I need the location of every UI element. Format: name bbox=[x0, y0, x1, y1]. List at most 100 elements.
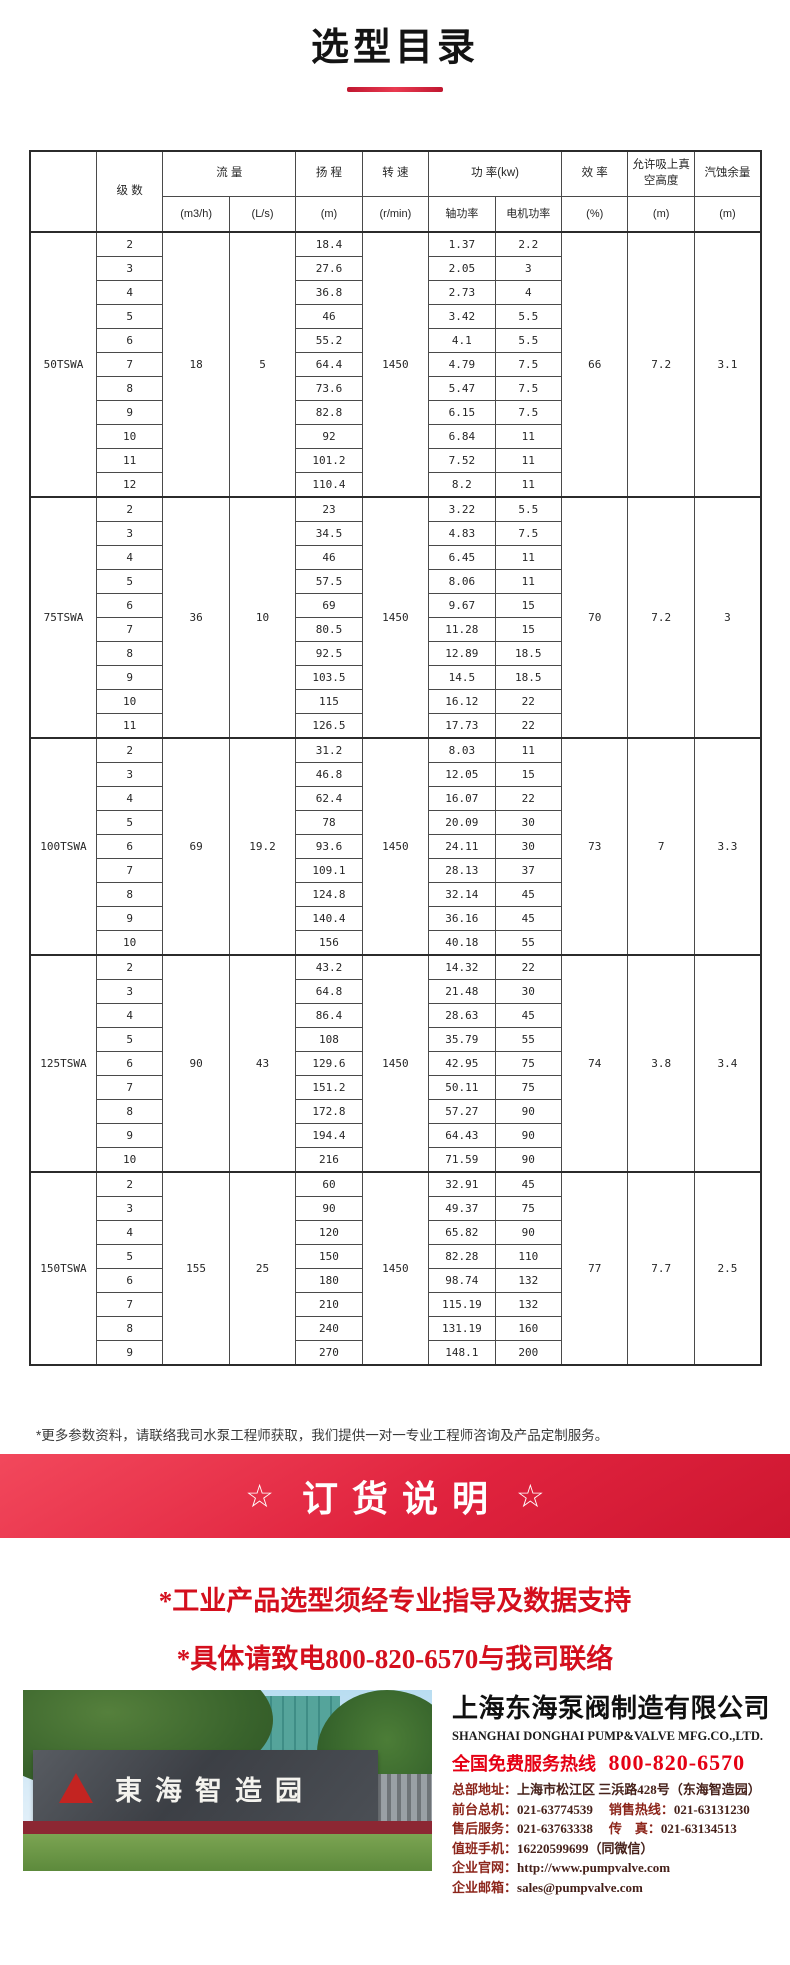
stage-cell: 2 bbox=[95, 954, 164, 980]
motor-power-cell: 45 bbox=[494, 1171, 563, 1197]
head-cell: 109.1 bbox=[295, 858, 363, 883]
param-note: *更多参数资料，请联络我司水泵工程师获取，我们提供一对一专业工程师咨询及产品定制… bbox=[36, 1428, 609, 1443]
head-cell: 126.5 bbox=[295, 713, 363, 739]
table-row: 11 126.5 17.73 22 bbox=[30, 713, 761, 739]
stage-cell: 3 bbox=[95, 979, 164, 1004]
head-cell: 64.8 bbox=[295, 979, 363, 1004]
shaft-power-cell: 98.74 bbox=[428, 1268, 496, 1293]
stage-cell: 7 bbox=[95, 858, 164, 883]
contact-label: 传 真： bbox=[608, 1821, 661, 1836]
table-row: 5 150 82.28 110 bbox=[30, 1244, 761, 1269]
head-cell: 124.8 bbox=[295, 882, 363, 907]
contact-value: http://www.pumpvalve.com bbox=[517, 1860, 671, 1875]
contact-value: 021-63131230 bbox=[673, 1801, 750, 1817]
head-cell: 36.8 bbox=[295, 280, 363, 305]
head-cell: 93.6 bbox=[295, 834, 363, 859]
stage-header: 级 数 bbox=[95, 150, 164, 233]
shaft-power-cell: 1.37 bbox=[428, 231, 496, 257]
shaft-power-cell: 65.82 bbox=[428, 1220, 496, 1245]
head-header: 扬 程 bbox=[295, 150, 363, 197]
shaft-power-cell: 16.12 bbox=[428, 689, 496, 714]
order-banner: ☆ 订货说明 ☆ bbox=[0, 1454, 790, 1538]
motor-power-cell: 75 bbox=[494, 1075, 563, 1100]
head-cell: 73.6 bbox=[295, 376, 363, 401]
head-cell: 180 bbox=[295, 1268, 363, 1293]
shaft-power-cell: 148.1 bbox=[428, 1340, 496, 1366]
contact-label: 企业官网： bbox=[452, 1860, 518, 1875]
table-row: 12 110.4 8.2 11 bbox=[30, 472, 761, 498]
factory-photo: 東海智造园 bbox=[23, 1690, 432, 1871]
motor-power-cell: 30 bbox=[494, 810, 563, 835]
table-row: 7 210 115.19 132 bbox=[30, 1292, 761, 1317]
motor-power-cell: 7.5 bbox=[494, 376, 563, 401]
contact-label: 售后服务： bbox=[452, 1821, 518, 1836]
flow-ls-cell: 10 bbox=[228, 496, 297, 739]
flow-ls-unit: (L/s) bbox=[228, 196, 297, 233]
stage-cell: 4 bbox=[95, 1220, 164, 1245]
model-cell: 75TSWA bbox=[29, 496, 97, 739]
motor-power-cell: 22 bbox=[494, 689, 563, 714]
notice-line: *工业产品选型须经专业指导及数据支持 bbox=[158, 1586, 632, 1616]
contact-line: 前台总机：021-63774539 销售热线：021-63131230 bbox=[452, 1800, 784, 1820]
stage-cell: 8 bbox=[95, 1099, 164, 1124]
stage-cell: 2 bbox=[95, 496, 164, 522]
head-cell: 120 bbox=[295, 1220, 363, 1245]
head-cell: 90 bbox=[295, 1196, 363, 1221]
stage-cell: 10 bbox=[95, 424, 164, 449]
npsh-unit: (m) bbox=[693, 196, 762, 233]
flow-header: 流 量 bbox=[162, 150, 297, 197]
motor-power-cell: 90 bbox=[494, 1123, 563, 1148]
shaft-power-cell: 3.42 bbox=[428, 304, 496, 329]
stage-cell: 4 bbox=[95, 786, 164, 811]
npsh-cell: 3 bbox=[693, 496, 762, 739]
shaft-power-cell: 4.1 bbox=[428, 328, 496, 353]
stage-cell: 7 bbox=[95, 1292, 164, 1317]
table-row: 5 57.5 8.06 11 bbox=[30, 569, 761, 594]
motor-power-cell: 55 bbox=[494, 1027, 563, 1052]
company-name-en: SHANGHAI DONGHAI PUMP&VALVE MFG.CO.,LTD. bbox=[452, 1729, 764, 1743]
head-cell: 46.8 bbox=[295, 762, 363, 787]
contact-value: 上海市松江区 三浜路428号（东海智造园） bbox=[517, 1782, 761, 1797]
shaft-power-cell: 17.73 bbox=[428, 713, 496, 739]
shaft-power-cell: 64.43 bbox=[428, 1123, 496, 1148]
table-row: 10 156 40.18 55 bbox=[30, 930, 761, 956]
contact-label: 企业邮箱： bbox=[452, 1879, 518, 1895]
stage-cell: 5 bbox=[95, 810, 164, 835]
contact-label: 销售热线： bbox=[608, 1801, 674, 1817]
head-cell: 156 bbox=[295, 930, 363, 956]
table-row: 8 124.8 32.14 45 bbox=[30, 882, 761, 907]
head-cell: 150 bbox=[295, 1244, 363, 1269]
head-cell: 43.2 bbox=[295, 954, 363, 980]
motor-power-cell: 7.5 bbox=[494, 400, 563, 425]
motor-power-cell: 11 bbox=[494, 737, 563, 763]
motor-power-cell: 90 bbox=[494, 1220, 563, 1245]
hotline-label: 全国免费服务热线 bbox=[452, 1754, 596, 1774]
table-row: 7 80.5 11.28 15 bbox=[30, 617, 761, 642]
shaft-power-cell: 4.79 bbox=[428, 352, 496, 377]
stage-cell: 8 bbox=[95, 376, 164, 401]
head-cell: 78 bbox=[295, 810, 363, 835]
shaft-power-cell: 8.06 bbox=[428, 569, 496, 594]
flow-ls-cell: 19.2 bbox=[228, 737, 297, 956]
shaft-power-cell: 3.22 bbox=[428, 496, 496, 522]
motor-power-cell: 18.5 bbox=[494, 641, 563, 666]
stage-cell: 5 bbox=[95, 1027, 164, 1052]
stage-cell: 7 bbox=[95, 352, 164, 377]
shaft-power-cell: 36.16 bbox=[428, 906, 496, 931]
head-cell: 101.2 bbox=[295, 448, 363, 473]
head-cell: 216 bbox=[295, 1147, 363, 1173]
speed-cell: 1450 bbox=[361, 1171, 430, 1366]
table-row: 75TSWA 2 36 10 23 1450 3.22 5.5 70 7.2 3 bbox=[29, 496, 762, 739]
head-cell: 92.5 bbox=[295, 641, 363, 666]
star-icon: ☆ bbox=[245, 1478, 274, 1514]
motor-power-cell: 5.5 bbox=[494, 304, 563, 329]
stage-cell: 9 bbox=[95, 906, 164, 931]
selection-table: 级 数 流 量 扬 程 转 速 功 率(kw) 效 率 允许吸上真空高度 汽蚀余… bbox=[29, 150, 762, 1366]
efficiency-cell: 77 bbox=[560, 1171, 629, 1366]
header-row-1: 级 数 流 量 扬 程 转 速 功 率(kw) 效 率 允许吸上真空高度 汽蚀余… bbox=[29, 150, 762, 233]
shaft-power-cell: 6.15 bbox=[428, 400, 496, 425]
table-row: 5 108 35.79 55 bbox=[30, 1027, 761, 1052]
motor-power-cell: 75 bbox=[494, 1196, 563, 1221]
stage-cell: 6 bbox=[95, 593, 164, 618]
